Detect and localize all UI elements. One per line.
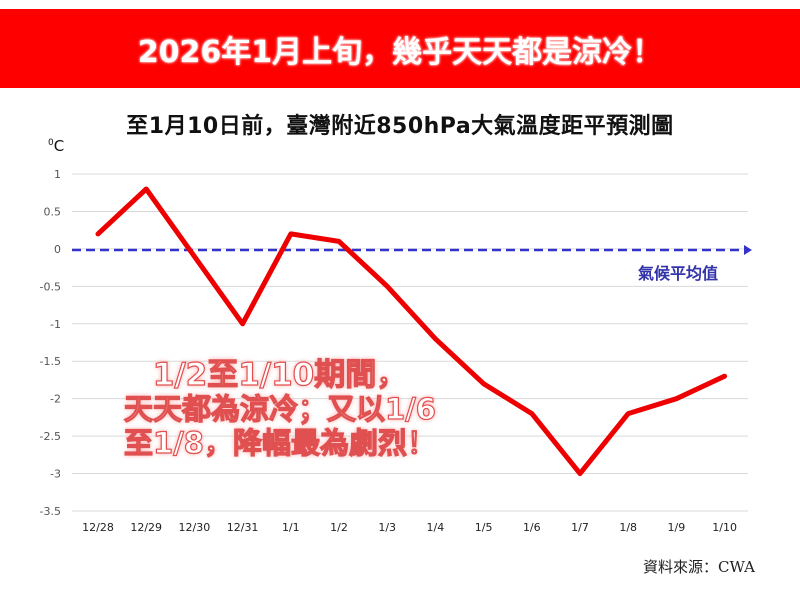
x-tick-label: 1/2 xyxy=(330,521,348,534)
y-tick-label: -2 xyxy=(50,393,61,406)
unit-letter: C xyxy=(53,137,65,155)
y-tick-label: 0.5 xyxy=(44,205,62,218)
headline-banner: 2026年1月上旬，幾乎天天都是涼冷！ xyxy=(0,9,800,88)
y-axis-ticks: 1 0.5 0 -0.5 -1 -1.5 -2 -2.5 -3 -3.5 xyxy=(40,168,61,518)
y-tick-label: -3.5 xyxy=(40,505,61,518)
arrow-head-icon xyxy=(744,245,752,255)
x-tick-label: 1/4 xyxy=(427,521,445,534)
y-tick-label: -1.5 xyxy=(40,355,61,368)
y-tick-label: 0 xyxy=(54,243,61,256)
x-tick-label: 1/5 xyxy=(475,521,493,534)
x-tick-label: 1/10 xyxy=(712,521,737,534)
x-tick-label: 1/7 xyxy=(571,521,589,534)
unit-degree: 0 xyxy=(48,138,54,148)
y-tick-label: -0.5 xyxy=(40,280,61,293)
climate-average-line xyxy=(72,245,752,255)
anomaly-series-line xyxy=(95,186,728,477)
annotation-line-3: 至1/8，降幅最為劇烈！ xyxy=(123,425,436,460)
x-tick-label: 1/8 xyxy=(619,521,637,534)
annotation-line-1: 1/2至1/10期間， xyxy=(152,357,408,393)
x-tick-label: 1/3 xyxy=(378,521,396,534)
y-tick-label: -3 xyxy=(50,468,61,481)
x-tick-label: 12/28 xyxy=(82,521,114,534)
x-tick-label: 1/6 xyxy=(523,521,541,534)
x-tick-label: 12/29 xyxy=(130,521,162,534)
x-axis-ticks: 12/28 12/29 12/30 12/31 1/1 1/2 1/3 1/4 1/5 1/6 1/… xyxy=(82,521,737,534)
y-tick-label: 1 xyxy=(54,168,61,181)
y-tick-label: -2.5 xyxy=(40,430,61,443)
annotation-callout: 1/2至1/10期間， 天天都為涼冷；又以1/6 至1/8，降幅最為劇烈！ xyxy=(100,357,460,460)
x-tick-label: 1/1 xyxy=(282,521,300,534)
y-tick-label: -1 xyxy=(50,318,61,331)
x-tick-label: 12/30 xyxy=(179,521,211,534)
x-tick-label: 1/9 xyxy=(668,521,686,534)
chart-title: 至1月10日前，臺灣附近850hPa大氣溫度距平預測圖 xyxy=(126,114,674,139)
headline-title: 2026年1月上旬，幾乎天天都是涼冷！ xyxy=(137,34,663,70)
x-tick-label: 12/31 xyxy=(227,521,259,534)
climate-average-label: 氣候平均值 xyxy=(638,264,719,283)
annotation-line-2: 天天都為涼冷；又以1/6 xyxy=(123,391,436,426)
y-axis-unit: 0C xyxy=(48,137,64,155)
data-source: 資料來源：CWA xyxy=(643,558,755,576)
